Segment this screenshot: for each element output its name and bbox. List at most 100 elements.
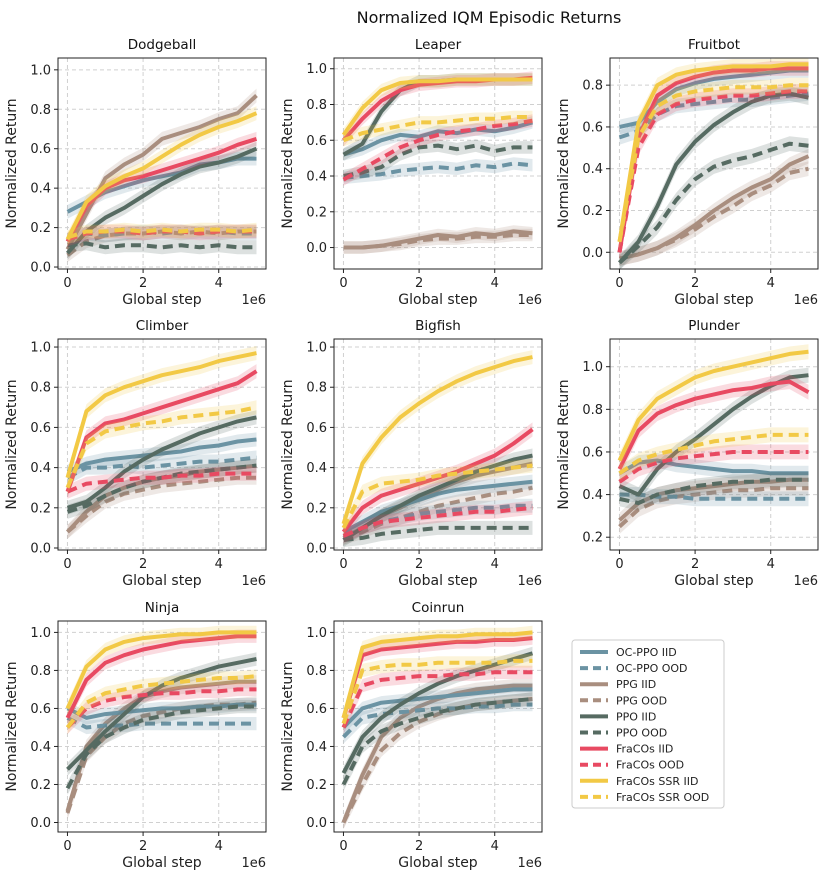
line-fracos-iid bbox=[617, 66, 809, 253]
band-fracos-ood bbox=[619, 444, 809, 490]
x-axis-label: Global step bbox=[122, 573, 202, 589]
x-tick-label: 0 bbox=[63, 839, 71, 854]
plot-frame bbox=[57, 57, 267, 270]
x-tick-label: 0 bbox=[615, 557, 623, 572]
x-axis-multiplier: 1e6 bbox=[793, 293, 818, 308]
band-ppo-ood bbox=[67, 699, 257, 795]
line-fracos-ssr-ood bbox=[341, 463, 533, 529]
panel-title: Leaper bbox=[415, 37, 462, 53]
panel-leaper: 0 2 4 0.0 0.2 0.4 0.6 0.8 1.0 Leaper Global step 1e… bbox=[280, 37, 543, 308]
legend-item-oc-ppo-ood: OC-PPO OOD bbox=[580, 662, 688, 675]
x-tick-label: 4 bbox=[491, 276, 499, 291]
x-axis-label: Global step bbox=[398, 855, 478, 871]
line-ppo-iid bbox=[618, 91, 809, 265]
line-oc-ppo-iid bbox=[618, 458, 809, 476]
band-ppo-ood bbox=[619, 136, 809, 269]
band-fracos-iid bbox=[67, 131, 257, 249]
line-fracos-ssr-iid bbox=[617, 62, 809, 243]
series-group bbox=[341, 625, 534, 830]
legend-label: FraCOs OOD bbox=[616, 759, 684, 772]
legend-label: FraCOs IID bbox=[616, 743, 673, 756]
line-oc-ppo-iid bbox=[342, 479, 533, 534]
line-fracos-ssr-iid bbox=[341, 355, 533, 525]
y-tick-label: 0.2 bbox=[582, 204, 603, 219]
line-oc-ppo-ood bbox=[66, 229, 257, 242]
y-tick-label: 0.8 bbox=[30, 103, 51, 118]
band-oc-ppo-ood bbox=[343, 157, 533, 185]
band-ppo-ood bbox=[67, 458, 257, 519]
panel-title: Climber bbox=[136, 318, 189, 334]
band-ppg-iid bbox=[343, 456, 533, 545]
y-axis-label: Normalized Return bbox=[280, 661, 296, 791]
x-tick-label: 0 bbox=[63, 557, 71, 572]
line-ppo-ood bbox=[343, 143, 533, 178]
x-tick-label: 4 bbox=[215, 276, 223, 291]
band-ppg-iid bbox=[67, 88, 257, 257]
series-group bbox=[617, 58, 810, 269]
line-fracos-ood bbox=[66, 687, 257, 729]
series-group bbox=[617, 344, 810, 534]
band-fracos-ssr-iid bbox=[343, 73, 533, 142]
line-fracos-ssr-ood bbox=[617, 83, 809, 243]
y-tick-label: 1.0 bbox=[30, 341, 51, 356]
line-fracos-ssr-iid bbox=[65, 351, 257, 479]
x-tick-label: 2 bbox=[415, 839, 423, 854]
series-group bbox=[65, 88, 258, 263]
line-fracos-iid bbox=[341, 427, 534, 534]
band-ppg-iid bbox=[619, 472, 809, 528]
line-fracos-ssr-ood bbox=[342, 115, 533, 143]
panel-title: Plunder bbox=[688, 318, 740, 334]
line-fracos-ssr-ood bbox=[618, 432, 809, 475]
band-ppo-iid bbox=[67, 141, 257, 261]
x-axis-multiplier: 1e6 bbox=[241, 574, 266, 589]
plot-frame bbox=[333, 338, 543, 551]
line-fracos-ssr-ood bbox=[65, 405, 257, 489]
y-tick-label: 0.6 bbox=[30, 142, 51, 157]
y-axis-label: Normalized Return bbox=[4, 661, 20, 791]
band-fracos-ood bbox=[67, 466, 257, 499]
line-fracos-iid bbox=[617, 379, 810, 470]
line-fracos-ssr-iid bbox=[341, 77, 533, 137]
band-ppg-iid bbox=[619, 148, 809, 266]
y-tick-label: 0.6 bbox=[306, 421, 327, 436]
line-fracos-ssr-iid bbox=[341, 630, 533, 719]
x-tick-label: 2 bbox=[139, 557, 147, 572]
band-ppo-iid bbox=[343, 448, 533, 547]
panel-title: Bigfish bbox=[415, 318, 461, 334]
y-tick-label: 0.0 bbox=[30, 261, 51, 276]
y-tick-label: 0.2 bbox=[30, 778, 51, 793]
y-tick-label: 0.4 bbox=[30, 461, 51, 476]
y-tick-label: 1.0 bbox=[30, 63, 51, 78]
line-oc-ppo-iid bbox=[66, 702, 257, 720]
y-tick-label: 0.0 bbox=[30, 816, 51, 831]
y-tick-label: 0.6 bbox=[582, 120, 603, 135]
legend-item-ppg-iid: PPG IID bbox=[580, 678, 656, 691]
legend-item-fracos-ood: FraCOs OOD bbox=[580, 759, 684, 772]
y-axis-label: Normalized Return bbox=[280, 379, 296, 509]
line-fracos-ssr-ood bbox=[66, 227, 257, 240]
y-tick-label: 0.4 bbox=[306, 461, 327, 476]
y-tick-label: 0.2 bbox=[306, 778, 327, 793]
y-tick-label: 0.2 bbox=[306, 205, 327, 220]
plot-frame bbox=[57, 338, 267, 551]
y-tick-label: 0.6 bbox=[306, 702, 327, 717]
band-fracos-ssr-ood bbox=[67, 222, 257, 245]
y-tick-label: 1.0 bbox=[582, 360, 603, 375]
panel-title: Ninja bbox=[145, 600, 179, 616]
band-fracos-iid bbox=[343, 422, 533, 539]
line-oc-ppo-ood bbox=[342, 702, 533, 739]
y-tick-label: 0.4 bbox=[306, 740, 327, 755]
band-fracos-ood bbox=[343, 114, 533, 186]
x-tick-label: 2 bbox=[415, 557, 423, 572]
panel-dodgeball: 0 2 4 0.0 0.2 0.4 0.6 0.8 1.0 Dodgeball Global ste… bbox=[4, 37, 267, 308]
y-tick-label: 0.2 bbox=[582, 531, 603, 546]
legend-label: PPG IID bbox=[616, 678, 656, 691]
line-fracos-ood bbox=[341, 670, 533, 729]
chart-panels: 0 2 4 0.0 0.2 0.4 0.6 0.8 1.0 Dodgeball Global ste… bbox=[4, 37, 819, 871]
y-tick-label: 0.4 bbox=[582, 162, 603, 177]
plot-frame bbox=[609, 57, 819, 270]
y-axis-label: Normalized Return bbox=[4, 379, 20, 509]
y-tick-label: 0.0 bbox=[582, 246, 603, 261]
x-tick-label: 4 bbox=[491, 839, 499, 854]
line-ppo-iid bbox=[342, 453, 533, 542]
